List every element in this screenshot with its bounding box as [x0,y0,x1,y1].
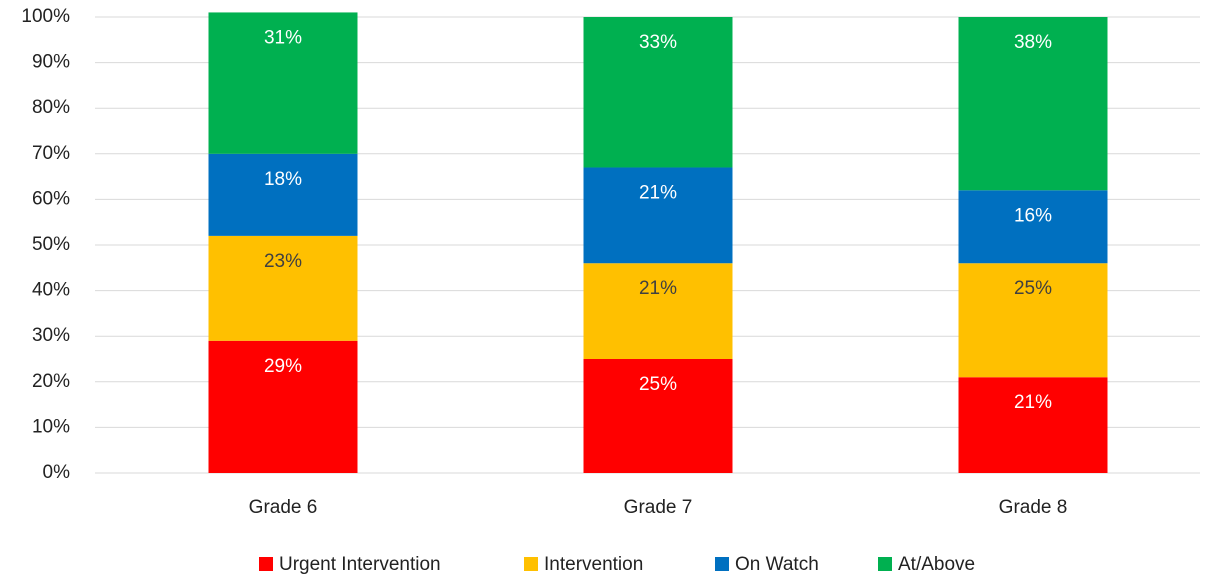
bar-segment [958,377,1108,473]
legend-label: At/Above [898,554,975,575]
legend-swatch [878,557,892,571]
y-tick-label: 50% [32,234,70,255]
data-label: 25% [1014,278,1052,299]
data-label: 21% [639,278,677,299]
legend-swatch [259,557,273,571]
bar-segment [208,235,358,341]
data-label: 38% [1014,32,1052,53]
y-tick-label: 80% [32,97,70,118]
y-tick-label: 20% [32,371,70,392]
data-label: 16% [1014,205,1052,226]
bar-segment [208,340,358,473]
y-tick-label: 40% [32,280,70,301]
bars [208,12,1108,473]
y-tick-label: 10% [32,416,70,437]
bar-segment [208,12,358,154]
y-tick-label: 100% [21,6,70,27]
legend-label: Urgent Intervention [279,554,441,575]
y-tick-label: 30% [32,325,70,346]
x-category-label: Grade 8 [999,497,1068,518]
x-category-label: Grade 7 [624,497,693,518]
data-label: 33% [639,32,677,53]
bar-segment [208,153,358,236]
legend-label: On Watch [735,554,819,575]
data-label: 21% [1014,392,1052,413]
legend-swatch [715,557,729,571]
x-axis-category-labels: Grade 6 Grade 7 Grade 8 [249,497,1068,518]
bar-segment [583,263,733,359]
y-tick-label: 70% [32,143,70,164]
bar-segment [958,190,1108,264]
legend: Urgent Intervention Intervention On Watch A… [259,554,975,575]
data-label: 31% [264,27,302,48]
data-label: 23% [264,251,302,272]
bar-segment [583,17,733,168]
data-label: 18% [264,169,302,190]
y-tick-label: 0% [43,462,71,483]
bar-segment [958,17,1108,191]
y-tick-label: 60% [32,188,70,209]
legend-swatch [524,557,538,571]
data-label: 21% [639,182,677,203]
data-label: 25% [639,374,677,395]
legend-label: Intervention [544,554,643,575]
data-label: 29% [264,356,302,377]
bar-segment [583,359,733,473]
x-category-label: Grade 6 [249,497,318,518]
bar-segment [583,167,733,264]
y-axis-tick-labels: 0% 10% 20% 30% 40% 50% 60% 70% 80% 90% 100% [21,6,70,483]
bar-segment [958,263,1108,378]
y-tick-label: 90% [32,52,70,73]
data-labels: 29% 23% 18% 31% 25% 21% 21% 33% 21% 25% 16% 38% [264,27,1052,413]
